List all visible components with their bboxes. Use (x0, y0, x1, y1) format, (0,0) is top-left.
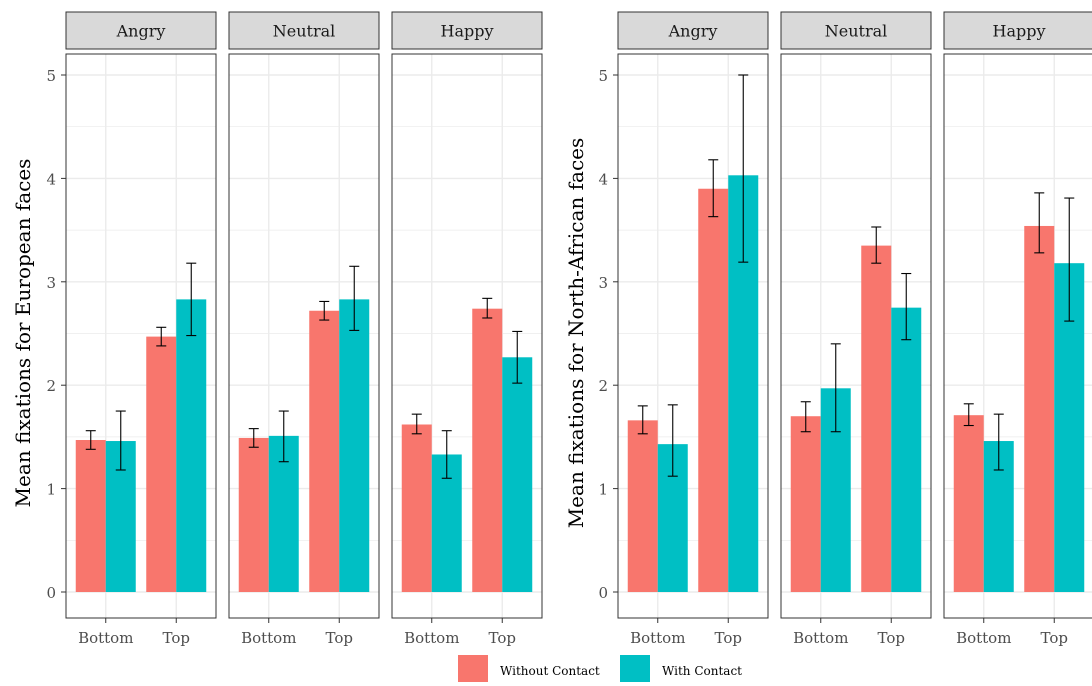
y-tick-label: 5 (598, 67, 608, 85)
y-axis-title: Mean fixations for North-African faces (564, 138, 588, 529)
y-tick-label: 5 (46, 67, 56, 85)
x-tick-label: Top (489, 629, 516, 647)
y-tick-label: 3 (598, 274, 608, 292)
chart-group: Mean fixations for North-African faces 0 1… (564, 11, 1092, 647)
x-tick-label: Bottom (956, 629, 1011, 647)
facet-label: Neutral (273, 22, 336, 41)
bar-without-contact (627, 420, 658, 592)
x-tick-label: Top (1041, 629, 1068, 647)
legend: Without Contact With Contact (458, 655, 742, 682)
facet-label: Angry (668, 22, 718, 41)
bar-without-contact (238, 437, 269, 592)
bar-without-contact (790, 416, 821, 592)
panel-border (228, 53, 380, 619)
x-tick-label: Bottom (630, 629, 685, 647)
panel-border (65, 53, 217, 619)
facet-label: Happy (440, 22, 493, 41)
facet-strip (391, 11, 543, 50)
legend-label: With Contact (662, 664, 742, 678)
x-tick-label: Top (715, 629, 742, 647)
y-tick-label: 0 (46, 584, 56, 602)
facet-strip (943, 11, 1092, 50)
bar-without-contact (953, 415, 984, 592)
bar-without-contact (75, 440, 106, 592)
y-axis-title: Mean fixations for European faces (11, 159, 35, 508)
bar-without-contact (401, 424, 432, 592)
bar-without-contact (861, 245, 892, 593)
x-tick-label: Bottom (241, 629, 296, 647)
bar-without-contact (146, 336, 177, 592)
y-tick-label: 3 (46, 274, 56, 292)
x-tick-label: Bottom (78, 629, 133, 647)
legend-label: Without Contact (500, 664, 600, 678)
y-tick-label: 1 (598, 481, 608, 499)
bar-without-contact (309, 310, 340, 592)
legend-key (620, 655, 650, 682)
facet-strip (228, 11, 380, 50)
bar-with-contact (502, 357, 533, 592)
panel-border (780, 53, 932, 619)
y-tick-label: 4 (598, 170, 608, 188)
facet-strip (65, 11, 217, 50)
x-tick-label: Top (878, 629, 905, 647)
facet-strip (617, 11, 769, 50)
bar-with-contact (176, 299, 207, 592)
facet-strip (780, 11, 932, 50)
bar-with-contact (891, 307, 922, 592)
panel-border (617, 53, 769, 619)
x-tick-label: Top (163, 629, 190, 647)
facet-label: Happy (992, 22, 1045, 41)
bar-without-contact (1024, 225, 1055, 593)
y-tick-label: 4 (46, 170, 56, 188)
bar-without-contact (698, 188, 729, 593)
x-tick-label: Bottom (793, 629, 848, 647)
bar-without-contact (472, 308, 503, 592)
y-tick-label: 2 (598, 377, 608, 395)
x-tick-label: Bottom (404, 629, 459, 647)
panel-border (943, 53, 1092, 619)
x-tick-label: Top (326, 629, 353, 647)
panel-border (391, 53, 543, 619)
facet-label: Angry (116, 22, 166, 41)
y-tick-label: 2 (46, 377, 56, 395)
legend-key (458, 655, 488, 682)
bar-with-contact (339, 299, 370, 592)
y-tick-label: 1 (46, 481, 56, 499)
chart-group: Mean fixations for European faces 0 1 2 3 4 5 A… (11, 11, 543, 647)
y-tick-label: 0 (598, 584, 608, 602)
facet-label: Neutral (825, 22, 888, 41)
